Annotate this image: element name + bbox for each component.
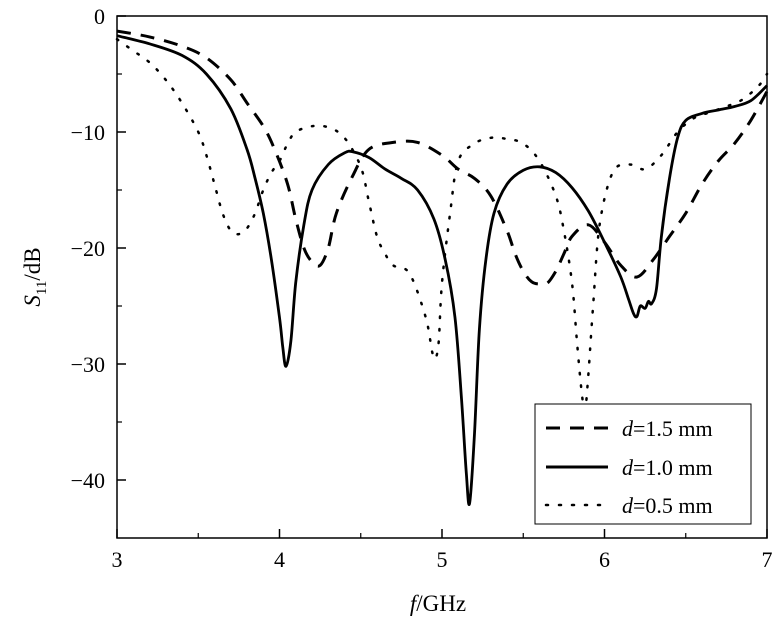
y-tick-label: −30: [71, 352, 105, 377]
x-tick-label: 3: [112, 547, 123, 572]
y-axis-ticks: 0 −10 −20 −30 −40: [71, 4, 126, 493]
y-tick-label: −40: [71, 468, 105, 493]
series-layer: [115, 29, 769, 507]
x-tick-label: 7: [762, 547, 773, 572]
y-tick-label: −10: [71, 120, 105, 145]
x-tick-label: 5: [437, 547, 448, 572]
x-tick-label: 4: [274, 547, 285, 572]
y-tick-label: −20: [71, 236, 105, 261]
legend: d=1.5 mm d=1.0 mm d=0.5 mm: [534, 403, 752, 525]
y-tick-label: 0: [94, 4, 105, 29]
legend-label-1: d=1.5 mm: [622, 416, 713, 441]
x-tick-label: 6: [599, 547, 610, 572]
series-line-2: [116, 34, 768, 507]
x-axis-ticks: 3 4 5 6 7: [112, 529, 773, 572]
legend-box: [534, 403, 752, 525]
series-line-1: [116, 29, 769, 286]
legend-label-3: d=0.5 mm: [622, 493, 713, 518]
y-axis-label: S11/dB: [20, 247, 50, 306]
x-axis-label: f/GHz: [410, 591, 466, 616]
series-line-3: [115, 37, 769, 413]
legend-label-2: d=1.0 mm: [622, 455, 713, 480]
